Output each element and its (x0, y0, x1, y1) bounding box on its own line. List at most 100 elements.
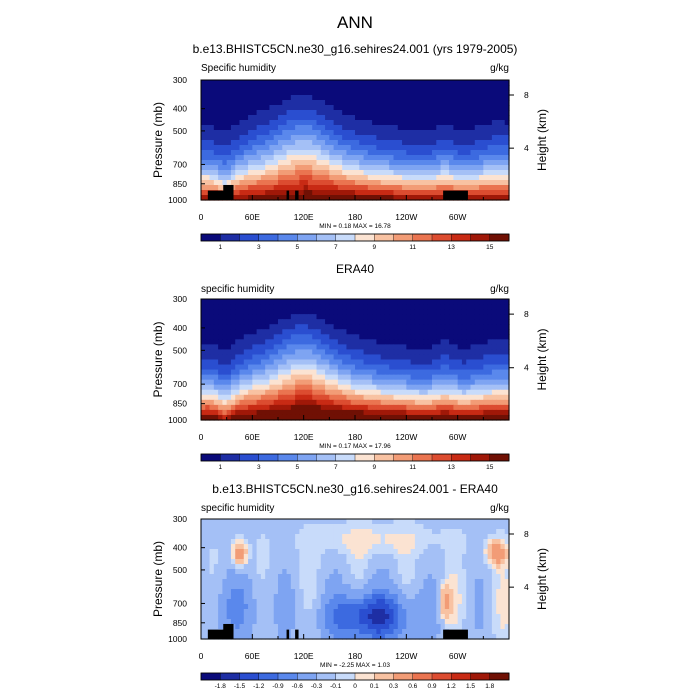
contour-cell (491, 140, 497, 146)
contour-cell (295, 349, 300, 356)
contour-cell (500, 170, 506, 176)
contour-cell (325, 529, 330, 535)
contour-cell (218, 130, 223, 136)
contour-cell (248, 130, 253, 136)
y-right-tick-label: 4 (524, 363, 529, 373)
contour-cell (363, 554, 369, 560)
contour-cell (470, 155, 476, 161)
contour-cell (479, 519, 484, 525)
contour-cell (474, 110, 480, 116)
contour-cell (213, 359, 219, 366)
contour-cell (201, 539, 206, 545)
contour-cell (402, 364, 407, 371)
contour-cell (436, 120, 442, 126)
contour-cell (376, 349, 382, 356)
contour-cell (350, 95, 356, 101)
contour-cell (419, 604, 425, 610)
contour-cell (235, 604, 241, 610)
contour-cell (329, 549, 335, 555)
contour-cell (337, 374, 343, 381)
contour-cell (397, 115, 403, 121)
contour-cell (342, 165, 348, 171)
contour-cell (406, 349, 412, 356)
contour-cell (260, 339, 266, 345)
contour-cell (235, 519, 241, 525)
contour-cell (218, 125, 223, 131)
contour-cell (474, 120, 480, 126)
contour-cell (265, 344, 271, 351)
contour-cell (230, 384, 236, 391)
contour-cell (282, 379, 288, 386)
contour-cell (312, 175, 318, 181)
contour-cell (320, 175, 326, 181)
contour-cell (218, 564, 223, 570)
contour-cell (243, 105, 249, 111)
contour-cell (487, 324, 493, 330)
contour-cell (440, 379, 446, 386)
contour-cell (243, 564, 249, 570)
contour-cell (380, 374, 386, 381)
contour-cell (316, 190, 322, 196)
contour-cell (479, 354, 484, 361)
contour-cell (389, 399, 395, 406)
contour-cell (372, 180, 377, 186)
contour-cell (449, 120, 454, 126)
contour-cell (252, 374, 258, 381)
contour-cell (440, 374, 446, 381)
contour-cell (273, 170, 279, 176)
contour-cell (496, 359, 502, 366)
contour-cell (479, 604, 484, 610)
contour-cell (303, 359, 309, 366)
contour-cell (479, 80, 484, 86)
contour-cell (222, 369, 228, 376)
contour-cell (329, 329, 335, 335)
contour-cell (367, 414, 373, 421)
contour-cell (419, 125, 425, 131)
contour-cell (299, 309, 305, 315)
contour-cell (205, 195, 211, 201)
contour-cell (350, 584, 356, 590)
contour-cell (286, 384, 292, 391)
contour-cell (355, 110, 360, 116)
contour-cell (384, 384, 390, 391)
contour-cell (444, 364, 450, 371)
contour-cell (389, 524, 395, 530)
contour-cell (402, 594, 407, 600)
contour-cell (444, 145, 450, 151)
contour-cell (436, 559, 442, 565)
contour-cell (406, 180, 412, 186)
contour-cell (201, 195, 206, 201)
contour-cell (419, 85, 425, 91)
contour-cell (350, 359, 356, 366)
contour-cell (252, 324, 258, 330)
contour-cell (466, 529, 472, 535)
contour-cell (406, 359, 412, 366)
contour-cell (350, 90, 356, 96)
contour-cell (393, 110, 399, 116)
contour-cell (222, 394, 228, 401)
contour-cell (474, 604, 480, 610)
contour-cell (273, 349, 279, 356)
contour-cell (474, 539, 480, 545)
contour-cell (282, 574, 288, 580)
contour-cell (265, 614, 271, 620)
contour-cell (487, 329, 493, 335)
contour-cell (320, 594, 326, 600)
contour-cell (436, 180, 442, 186)
contour-cell (205, 609, 211, 615)
contour-cell (226, 594, 232, 600)
contour-cell (312, 110, 318, 116)
contour-cell (372, 374, 377, 381)
contour-cell (432, 185, 437, 191)
contour-cell (295, 354, 300, 361)
contour-cell (282, 404, 288, 411)
contour-cell (282, 524, 288, 530)
contour-cell (320, 105, 326, 111)
contour-cell (273, 524, 279, 530)
contour-cell (389, 519, 395, 525)
contour-cell (325, 150, 330, 156)
contour-cell (333, 140, 339, 146)
contour-cell (491, 80, 497, 86)
contour-cell (205, 175, 211, 181)
contour-cell (406, 579, 412, 585)
